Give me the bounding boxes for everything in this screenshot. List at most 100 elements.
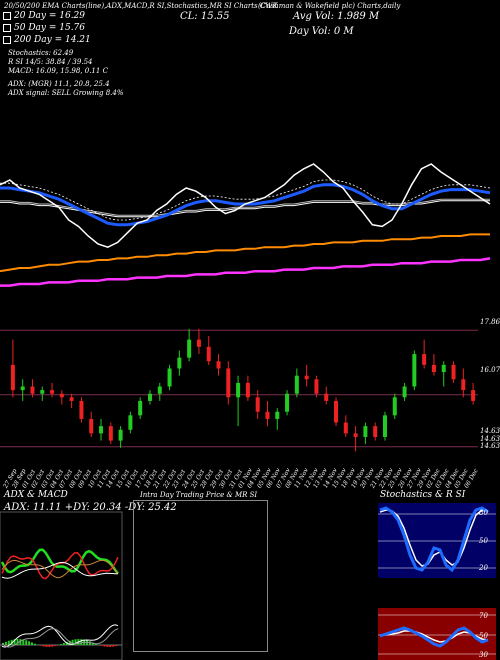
legend-20day: 20 Day = 16.29 xyxy=(14,11,86,21)
rsi-axis-30: 30 xyxy=(479,651,488,659)
company-name: (Cushman & Wakefield plc) Charts,daily xyxy=(258,2,401,10)
rsi-panel-bg xyxy=(378,608,496,660)
candle-body xyxy=(353,433,358,437)
candle-body xyxy=(20,386,25,391)
macd-histogram-bar xyxy=(60,644,62,645)
macd-histogram-bar xyxy=(25,640,28,645)
macd-histogram-bar xyxy=(100,645,103,646)
macd-histogram-bar xyxy=(112,645,115,647)
candle-body xyxy=(245,382,250,398)
price-line xyxy=(0,163,491,249)
macd-histogram-bar xyxy=(68,640,71,645)
candle-body xyxy=(10,364,15,391)
candle-body xyxy=(275,411,280,419)
candle-body xyxy=(187,339,192,358)
macd-histogram-bar xyxy=(10,639,13,645)
adx-orange xyxy=(1,559,119,579)
day-volume: Day Vol: 0 M xyxy=(289,26,354,37)
candle-body xyxy=(431,364,436,373)
macd-histogram-bar xyxy=(48,645,51,647)
candle-body xyxy=(343,422,348,434)
adx-signal: ADX signal: SELL Growing 8.4% xyxy=(8,89,124,97)
candle-body xyxy=(79,400,84,419)
legend-swatch-50 xyxy=(3,24,11,32)
candle-body xyxy=(118,429,123,441)
candle-body xyxy=(324,393,329,401)
candle-body xyxy=(451,364,456,380)
macd-histogram-bar xyxy=(42,645,45,647)
candle-body xyxy=(196,339,201,347)
intraday-title: Intra Day Trading Price & MR SI xyxy=(140,491,258,499)
candle-body xyxy=(382,415,387,437)
candle-body xyxy=(314,379,319,394)
candle-body xyxy=(177,357,182,369)
macd-histogram-bar xyxy=(115,645,118,647)
stoch-axis-50: 50 xyxy=(479,537,488,545)
adx-minus-di xyxy=(1,552,119,580)
candle-body xyxy=(50,390,55,394)
ema200-line xyxy=(0,233,490,273)
adx-values: ADX: 11.11 +DY: 20.34 -DY: 25.42 xyxy=(4,502,177,513)
macd-histogram-bar xyxy=(7,640,10,645)
adx-plus-di xyxy=(0,548,119,575)
price-axis-label-top: 17.86 xyxy=(480,318,500,326)
price-axis-label-low3: 14.63 xyxy=(480,442,500,450)
macd-histogram-bar xyxy=(80,639,83,645)
candle-body xyxy=(412,354,417,387)
ema-dotted-line xyxy=(0,179,491,221)
stoch-axis-20: 20 xyxy=(479,564,488,572)
macd-histogram-bar xyxy=(33,643,36,645)
macd-histogram-bar xyxy=(51,645,54,647)
macd-histogram-bar xyxy=(16,639,19,645)
price-axis-label-low2: 14.63 xyxy=(480,435,500,443)
macd-histogram-bar xyxy=(109,645,112,647)
macd-histogram-bar xyxy=(39,645,42,646)
macd-histogram-bar xyxy=(89,641,91,645)
close-price: CL: 15.55 xyxy=(180,11,230,22)
candle-body xyxy=(226,368,231,398)
macd-histogram-bar xyxy=(62,642,65,645)
candle-body xyxy=(471,390,476,401)
macd-signal-line xyxy=(1,628,119,648)
macd-histogram-bar xyxy=(28,641,31,645)
macd-histogram-bar xyxy=(94,643,97,645)
candle-body xyxy=(294,375,299,394)
macd-line xyxy=(1,624,119,648)
macd-histogram-bar xyxy=(74,639,77,645)
candle-body xyxy=(441,364,446,373)
stochastics-readout: Stochastics: 62.49 xyxy=(8,49,74,57)
candle-body xyxy=(461,379,466,391)
candle-body xyxy=(69,397,74,401)
stoch-rsi-title: Stochastics & R SI xyxy=(380,490,466,500)
candle-body xyxy=(99,426,104,434)
candle-body xyxy=(59,393,64,398)
rsi-line xyxy=(379,626,489,648)
candle-body xyxy=(422,354,427,365)
candle-body xyxy=(236,382,241,398)
macd-histogram-bar xyxy=(91,642,94,645)
stoch-k-line xyxy=(379,506,489,573)
candle-body xyxy=(89,418,94,434)
macd-histogram-bar xyxy=(19,639,22,645)
candle-body xyxy=(265,411,270,419)
avg-volume: Avg Vol: 1.989 M xyxy=(293,11,380,22)
stoch-d-line xyxy=(379,509,489,567)
adx-panel-frame xyxy=(0,511,123,660)
macd-histogram-bar xyxy=(45,645,48,647)
macd-histogram-bar xyxy=(4,641,7,645)
price-axis-label-mid: 16.07 xyxy=(480,366,500,374)
candle-body xyxy=(363,426,368,437)
candle-body xyxy=(138,400,143,416)
price-axis-label-low1: 14.63 xyxy=(480,427,500,435)
candle-body xyxy=(255,397,260,412)
macd-histogram-bar xyxy=(13,639,16,645)
candle-body xyxy=(157,386,162,394)
macd-histogram-bar xyxy=(22,639,25,645)
candle-body xyxy=(167,368,172,387)
macd-histogram-bar xyxy=(31,642,33,645)
adx-macd-title: ADX & MACD xyxy=(4,490,68,500)
macd-histogram-bar xyxy=(71,639,74,645)
candle-body xyxy=(285,393,290,412)
rsi-axis-70: 70 xyxy=(479,612,488,620)
macd-readout: MACD: 16.09, 15.98, 0.11 C xyxy=(8,67,108,75)
